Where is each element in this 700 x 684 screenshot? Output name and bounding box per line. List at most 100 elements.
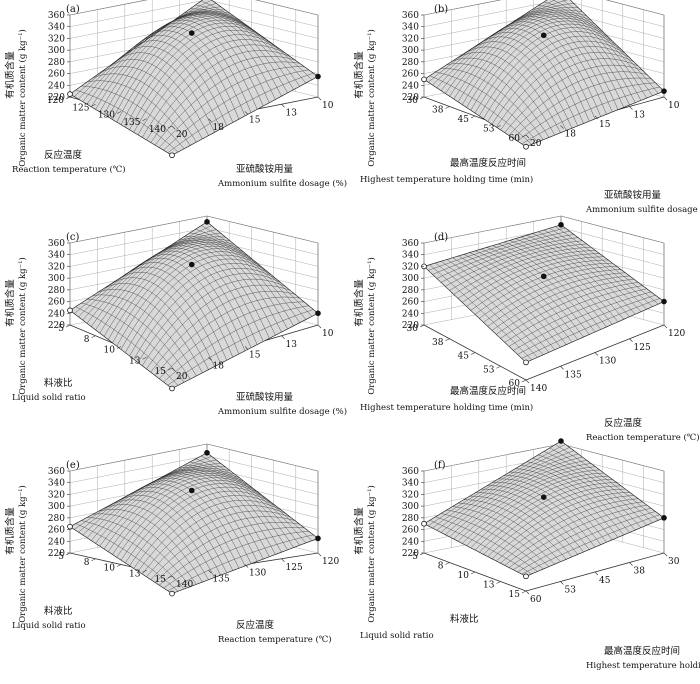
x-tick-mark [521,590,527,594]
surface-gridline [513,291,652,351]
x-tick-mark [167,575,173,579]
x-axis-label-en: Highest temperature holding time (min) [360,174,533,185]
x-tick-mark [496,125,501,128]
x-axis-label-cn: 最高温度反应时间 [450,157,526,169]
x-tick-label: 8 [438,562,444,572]
z-tick-label: 260 [48,298,65,308]
surface-gridline [171,538,319,594]
surface-gridline [189,461,300,546]
x-tick-label: 45 [458,352,470,362]
design-point [540,494,547,500]
y-tick-label: 140 [530,384,547,394]
y-tick-label: 20 [176,372,188,382]
z-tick-label: 260 [48,526,65,536]
y-tick-label: 125 [286,563,303,573]
z-gridline [69,0,319,27]
z-tick-label: 340 [402,479,419,489]
y-tick-mark [244,564,249,568]
y-tick-mark [663,96,668,101]
y-axis-label-en: Reaction temperature (℃) [586,432,700,443]
design-point [169,590,175,597]
y-tick-label: 60 [530,595,542,605]
y-tick-label: 53 [565,586,577,596]
surface-gridline [189,232,300,323]
z-tick-label: 280 [48,58,65,68]
z-tick-label: 220 [48,549,65,559]
y-tick-label: 45 [599,576,611,586]
x-axis-label-cn: 最高温度反应时间 [450,385,526,397]
x-tick-label: 120 [47,96,64,106]
y-tick-mark [560,581,564,585]
surface-gridline [167,73,314,153]
y-tick-mark [244,111,249,115]
y-tick-label: 130 [249,569,266,579]
x-tick-mark [167,367,173,371]
y-axis-label-en: Ammonium sulfite dosage (%) [217,178,347,189]
y-tick-label: 13 [634,111,646,121]
surface-gridline [167,534,314,591]
y-tick-label: 125 [634,343,651,353]
z-tick-label: 360 [402,11,419,21]
panel-label: (d) [434,232,448,243]
x-tick-mark [496,365,501,369]
surface-gridline [560,440,665,518]
surface-gridline [201,0,313,80]
design-point [67,307,73,314]
x-tick-mark [65,324,71,328]
z-gridline [423,0,665,27]
x-axis-label-en: Highest temperature holding time (min) [360,402,533,413]
y-tick-label: 15 [249,116,261,126]
x-tick-mark [470,571,476,575]
surface-gridline [562,0,659,94]
surface-gridline [195,229,306,320]
surface-gridline [195,4,306,84]
surface-gridline [552,0,653,96]
y-tick-label: 18 [565,130,577,140]
y-tick-mark [317,324,322,329]
x-tick-label: 53 [483,365,495,375]
x-tick-label: 8 [84,558,90,568]
x-tick-mark [521,134,527,138]
surface-gridline [549,228,653,307]
z-tick-label: 260 [402,526,419,536]
z-tick-label: 240 [48,81,65,91]
y-tick-mark [663,552,668,557]
z-axis-label-en: Organic matter content (g kg⁻¹) [366,29,377,167]
z-tick-label: 300 [48,502,65,512]
z-axis-label-cn: 有机质含量 [4,279,16,327]
z-axis-label-cn: 有机质含量 [4,51,16,99]
y-tick-label: 120 [668,329,685,339]
z-tick-label: 300 [48,46,65,56]
surface-gridline [538,5,642,101]
y-tick-label: 120 [322,557,339,567]
y-axis-label-cn: 反应温度 [604,417,643,429]
surface-gridline [538,454,642,528]
y-tick-label: 38 [634,567,646,577]
design-point [169,152,175,159]
y-axis-label-cn: 反应温度 [236,619,275,631]
surface-gridline [543,229,647,310]
x-tick-label: 140 [149,125,166,135]
x-tick-mark [116,111,122,114]
z-tick-label: 360 [402,239,419,249]
surface-gridline [513,77,652,139]
x-tick-label: 13 [129,356,141,366]
x-tick-mark [445,106,450,109]
x-axis-label-cn: 料液比 [44,377,73,389]
y-tick-mark [171,367,176,372]
x-tick-label: 60 [509,379,521,389]
design-point [315,310,321,317]
surface-gridline [159,527,305,586]
surface-gridline [171,76,319,156]
design-point [188,261,195,268]
z-axis-label-en: Organic matter content (g kg⁻¹) [366,485,377,623]
y-axis-label-cn: 亚硫酸铵用量 [236,391,294,403]
surface-mesh [69,221,319,389]
y-tick-label: 15 [249,351,261,361]
x-tick-label: 13 [483,581,495,591]
x-tick-mark [116,346,122,349]
surface-gridline [184,236,294,326]
x-tick-label: 15 [155,575,167,585]
y-tick-mark [560,125,564,129]
